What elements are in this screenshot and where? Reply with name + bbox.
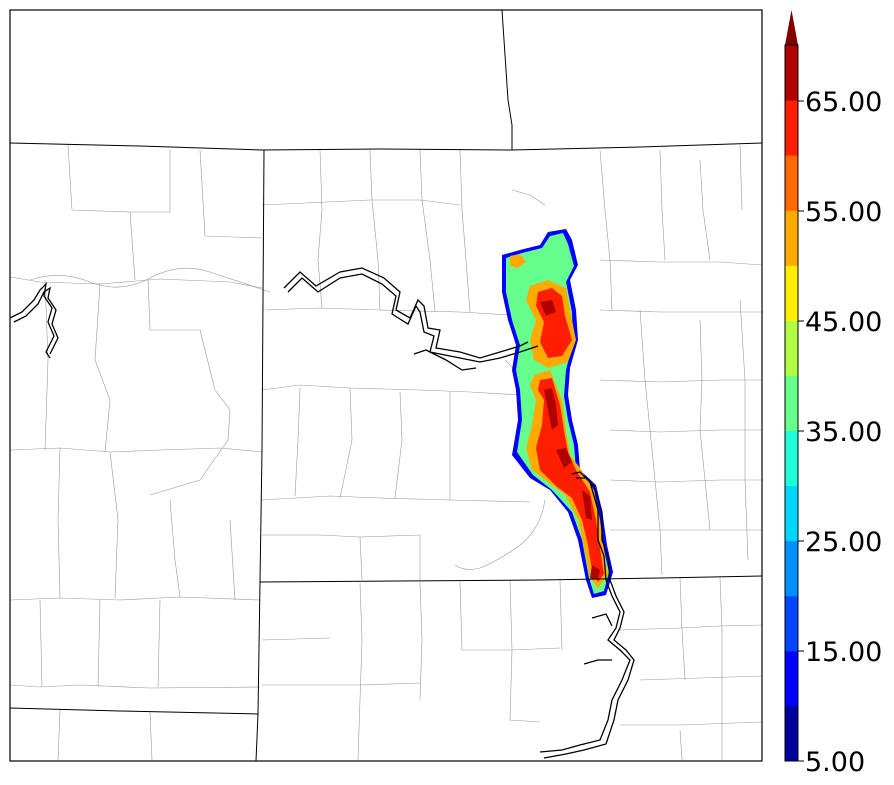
colorbar-tick-label-3: 35.00	[805, 417, 882, 448]
colorbar-band-5	[785, 430, 798, 487]
colorbar-tick-labels: 5.00 15.00 25.00 35.00 45.00 55.00 65.00	[805, 87, 882, 778]
colorbar-band-12	[785, 45, 798, 101]
colorbar-tick-label-5: 55.00	[805, 197, 882, 228]
colorbar-band-10	[785, 155, 798, 211]
colorbar-tick-label-2: 25.00	[805, 527, 882, 558]
colorbar-tick-label-0: 5.00	[805, 747, 865, 778]
rivers	[9, 267, 635, 759]
colorbar-band-9	[785, 210, 798, 266]
map-background	[10, 10, 762, 761]
colorbar-band-0	[785, 705, 798, 762]
colorbar-band-8	[785, 265, 798, 321]
colorbar-tick-label-1: 15.00	[805, 637, 882, 668]
reflectivity-field	[502, 229, 613, 598]
colorbar-band-2	[785, 595, 798, 652]
colorbar-band-3	[785, 540, 798, 597]
colorbar-ticks	[798, 100, 804, 762]
map-frame	[9, 9, 763, 762]
county-boundaries	[9, 144, 763, 761]
colorbar-frame	[784, 44, 799, 762]
colorbar-tick-label-6: 65.00	[805, 87, 882, 118]
colorbar-band-4	[785, 485, 798, 542]
colorbar-band-6	[785, 375, 798, 432]
colorbar-tick-label-4: 45.00	[805, 307, 882, 338]
colorbar-band-7	[785, 320, 798, 376]
colorbar-band-11	[785, 100, 798, 156]
map-panel	[9, 9, 763, 762]
colorbar-extend-arrow	[785, 10, 798, 45]
colorbar: 5.00 15.00 25.00 35.00 45.00 55.00 65.00	[784, 10, 882, 778]
field-peak-65dbz	[540, 300, 600, 580]
colorbar-bands	[785, 45, 798, 762]
state-boundaries	[9, 9, 763, 762]
colorbar-band-1	[785, 650, 798, 707]
